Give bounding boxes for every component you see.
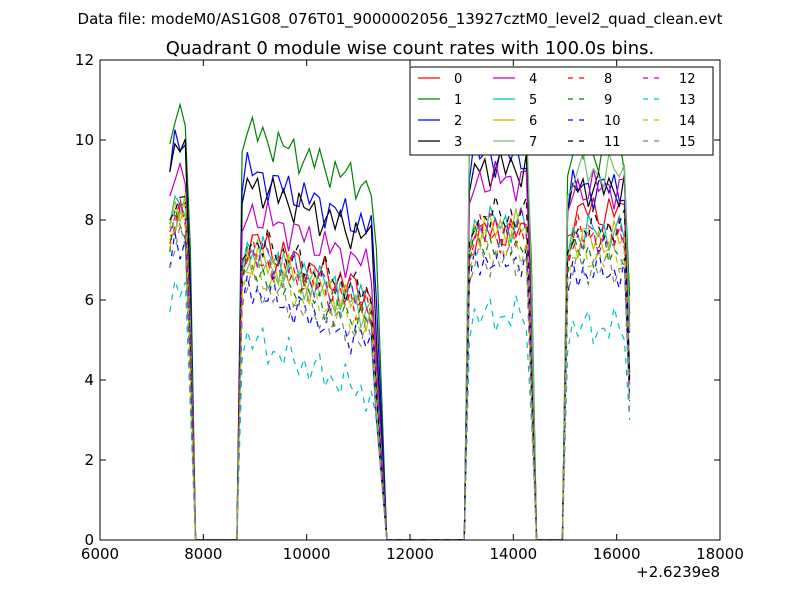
legend-label-11: 11 [604,135,621,150]
legend-label-10: 10 [604,114,621,129]
x-tick-label: 16000 [593,545,641,563]
legend-label-4: 4 [529,72,537,87]
legend-label-7: 7 [529,135,537,150]
legend-label-15: 15 [679,135,696,150]
legend-label-2: 2 [454,114,462,129]
series-line-9 [169,207,631,540]
legend-label-3: 3 [454,135,462,150]
series-line-4 [169,160,631,540]
legend-label-8: 8 [604,72,612,87]
y-tick-label: 2 [84,451,94,469]
legend-label-1: 1 [454,93,462,108]
x-offset-label: +2.6239e8 [636,563,720,581]
x-tick-label: 12000 [386,545,434,563]
series-line-13 [169,280,631,540]
x-tick-label: 8000 [184,545,222,563]
axis-ticks: 6000 8000 10000 12000 14000 16000 180000246810… [75,51,744,563]
x-tick-label: 14000 [489,545,537,563]
legend-label-5: 5 [529,93,537,108]
series-line-7 [169,100,631,540]
y-tick-label: 10 [75,131,94,149]
legend-label-13: 13 [679,93,696,108]
y-tick-label: 6 [84,291,94,309]
y-tick-label: 0 [84,531,94,549]
series-line-15 [169,225,631,540]
x-tick-label: 18000 [696,545,744,563]
series-line-11 [169,195,631,540]
legend-label-14: 14 [679,114,696,129]
series-line-8 [169,198,631,540]
series-line-14 [169,203,631,540]
legend-label-0: 0 [454,72,462,87]
x-tick-label: 6000 [81,545,119,563]
x-tick-label: 10000 [283,545,331,563]
series-line-10 [169,232,631,540]
y-tick-label: 8 [84,211,94,229]
chart-title: Quadrant 0 module wise count rates with … [166,38,655,59]
figure-suptitle: Data file: modeM0/AS1G08_076T01_90000020… [78,10,723,29]
legend-frame [409,66,714,156]
y-tick-label: 4 [84,371,94,389]
series-line-2 [169,129,631,540]
series-line-12 [169,200,631,540]
legend-label-12: 12 [679,72,696,87]
legend-label-9: 9 [604,93,612,108]
series-lines [169,98,631,540]
y-tick-label: 12 [75,51,94,69]
legend-label-6: 6 [529,114,537,129]
